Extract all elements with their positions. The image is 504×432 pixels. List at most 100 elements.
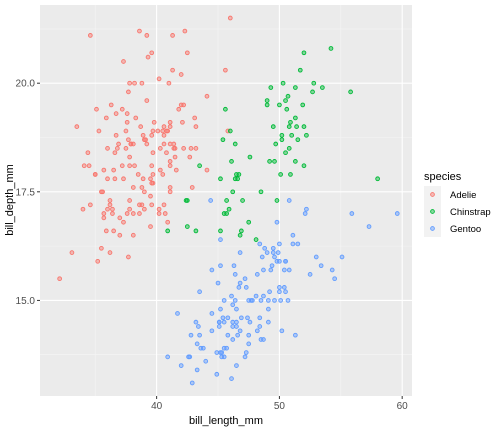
- data-point-adelie: [156, 206, 162, 212]
- data-point-adelie: [111, 167, 117, 173]
- data-point-chinstrap: [230, 189, 236, 195]
- data-point-gentoo: [218, 237, 223, 242]
- data-point-adelie: [150, 128, 156, 134]
- data-point-gentoo: [267, 289, 272, 295]
- data-point-adelie: [111, 228, 117, 234]
- data-point-adelie: [149, 50, 155, 56]
- data-point-chinstrap: [295, 137, 301, 143]
- data-point-gentoo: [234, 363, 239, 368]
- data-point-adelie: [124, 119, 130, 125]
- data-point-chinstrap: [240, 198, 245, 203]
- data-point-gentoo: [243, 350, 249, 355]
- y-axis-ticks: 15.0 17.5 20.0: [16, 79, 40, 307]
- data-point-gentoo: [264, 250, 270, 255]
- data-point-adelie: [189, 185, 195, 190]
- data-point-adelie: [193, 146, 199, 151]
- data-point-adelie: [117, 215, 123, 221]
- data-point-adelie: [80, 206, 86, 212]
- data-point-gentoo: [285, 298, 291, 303]
- data-point-chinstrap: [293, 159, 298, 164]
- data-point-adelie: [142, 137, 147, 143]
- data-point-gentoo: [237, 250, 243, 255]
- data-point-adelie: [204, 167, 210, 173]
- data-point-adelie: [127, 198, 132, 203]
- data-point-adelie: [69, 250, 75, 255]
- data-point-adelie: [121, 176, 126, 182]
- data-point-gentoo: [187, 354, 193, 360]
- data-point-chinstrap: [294, 124, 299, 129]
- data-point-gentoo: [220, 315, 226, 321]
- data-point-gentoo: [261, 267, 266, 273]
- data-point-chinstrap: [375, 176, 380, 182]
- data-point-chinstrap: [304, 132, 309, 138]
- data-point-gentoo: [235, 332, 241, 338]
- data-point-adelie: [173, 167, 179, 173]
- data-point-adelie: [227, 15, 233, 21]
- data-point-adelie: [137, 202, 142, 208]
- data-point-gentoo: [281, 285, 287, 290]
- data-point-adelie: [124, 111, 130, 116]
- data-point-adelie: [144, 141, 150, 147]
- data-point-adelie: [128, 141, 134, 147]
- data-point-chinstrap: [253, 237, 259, 242]
- data-point-adelie: [101, 211, 107, 216]
- data-point-chinstrap: [288, 172, 293, 177]
- data-point-gentoo: [194, 367, 200, 373]
- data-point-adelie: [130, 211, 136, 216]
- data-point-adelie: [87, 33, 93, 38]
- data-point-gentoo: [274, 219, 280, 225]
- data-point-gentoo: [237, 280, 243, 286]
- data-point-adelie: [92, 172, 98, 177]
- data-point-adelie: [85, 150, 91, 156]
- legend-key-gentoo: [424, 220, 441, 237]
- data-point-adelie: [172, 154, 178, 160]
- data-point-adelie: [150, 150, 156, 156]
- data-point-chinstrap: [184, 224, 190, 229]
- data-point-adelie: [135, 172, 141, 177]
- data-point-chinstrap: [165, 228, 171, 234]
- data-point-chinstrap: [289, 132, 295, 138]
- data-point-adelie: [160, 172, 166, 177]
- data-point-adelie: [130, 185, 136, 190]
- data-point-chinstrap: [239, 228, 244, 234]
- panel-background: [40, 5, 412, 396]
- data-point-adelie: [188, 146, 194, 151]
- data-point-gentoo: [278, 298, 283, 303]
- data-point-gentoo: [239, 315, 244, 321]
- data-point-adelie: [149, 202, 155, 208]
- legend-title: species: [424, 171, 462, 183]
- legend-label-gentoo: Gentoo: [450, 224, 481, 235]
- data-point-adelie: [193, 124, 199, 129]
- data-point-chinstrap: [301, 163, 307, 169]
- data-point-gentoo: [259, 254, 265, 260]
- data-point-gentoo: [193, 319, 199, 325]
- data-point-adelie: [170, 33, 175, 38]
- data-point-gentoo: [274, 258, 280, 264]
- data-point-chinstrap: [220, 137, 226, 143]
- data-point-chinstrap: [224, 198, 229, 203]
- data-point-adelie: [182, 28, 188, 34]
- data-point-gentoo: [349, 211, 355, 216]
- data-point-chinstrap: [227, 128, 233, 134]
- data-point-chinstrap: [278, 172, 283, 177]
- data-point-chinstrap: [247, 154, 253, 160]
- data-point-gentoo: [254, 328, 260, 334]
- data-point-gentoo: [242, 276, 248, 282]
- data-point-adelie: [138, 124, 144, 129]
- data-point-gentoo: [196, 324, 201, 329]
- data-point-adelie: [148, 193, 153, 199]
- data-point-gentoo: [304, 206, 309, 212]
- data-point-gentoo: [203, 358, 209, 364]
- data-point-chinstrap: [273, 141, 279, 147]
- data-point-gentoo: [293, 332, 298, 338]
- data-point-adelie: [178, 72, 184, 77]
- data-point-gentoo: [197, 332, 202, 338]
- data-point-adelie: [108, 102, 114, 108]
- data-point-chinstrap: [297, 67, 303, 73]
- data-point-adelie: [160, 128, 166, 134]
- data-point-chinstrap: [272, 159, 277, 164]
- data-point-gentoo: [189, 380, 195, 386]
- data-point-chinstrap: [285, 93, 291, 99]
- data-point-adelie: [74, 124, 80, 129]
- data-point-adelie: [119, 163, 125, 169]
